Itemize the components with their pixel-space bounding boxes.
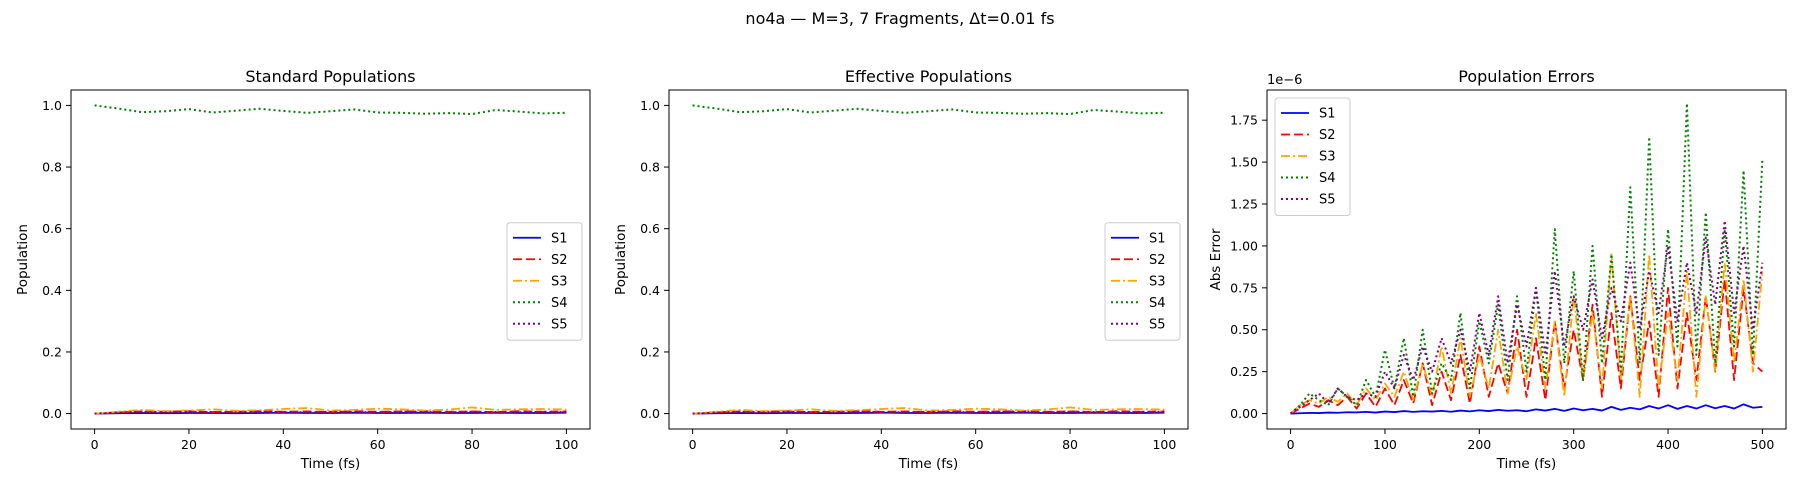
series-line-s3 (1289, 253, 1764, 415)
legend-label-s4: S4 (1319, 171, 1336, 186)
y-tick-label: 0.8 (42, 160, 62, 175)
series-line-s1 (94, 411, 567, 415)
series-line-s5 (1290, 219, 1764, 415)
x-tick-label: 100 (1373, 437, 1397, 452)
series-line-s1 (1290, 403, 1763, 415)
x-tick-label: 500 (1750, 437, 1774, 452)
axis-offset-text: 1e−6 (1267, 73, 1302, 88)
series-group (692, 104, 1165, 415)
panel-2: Effective Populations 0 20 40 60 80 100 0.0 0.2 0… (613, 67, 1189, 472)
x-axis-label: Time (fs) (300, 456, 361, 472)
x-axis-label: Time (fs) (898, 456, 959, 472)
x-tick-label: 40 (275, 437, 291, 452)
x-tick-label: 400 (1656, 437, 1680, 452)
series-line-s5 (692, 410, 1165, 415)
y-tick-label: 0.0 (42, 406, 62, 421)
legend: S1 S2 S3 S4 S5 (1104, 222, 1181, 341)
plot-frame (70, 89, 591, 430)
series-line-s4 (692, 104, 1165, 116)
y-tick-label: 0.8 (640, 160, 660, 175)
x-tick-label: 200 (1467, 437, 1491, 452)
legend: S1 S2 S3 S4 S5 (506, 222, 583, 341)
plot-frame (668, 89, 1189, 430)
y-tick-label: 1.75 (1230, 113, 1258, 128)
legend-label-s5: S5 (1149, 317, 1166, 332)
legend-label-s3: S3 (1319, 150, 1336, 165)
y-tick-label: 0.2 (42, 344, 62, 359)
legend-label-s2: S2 (1319, 128, 1336, 143)
y-tick-label: 0.50 (1230, 322, 1258, 337)
y-tick-label: 1.50 (1230, 155, 1258, 170)
legend-label-s2: S2 (551, 253, 568, 268)
y-tick-label: 0.6 (42, 221, 62, 236)
legend-label-s5: S5 (1319, 193, 1336, 208)
x-tick-label: 80 (464, 437, 480, 452)
legend-label-s1: S1 (1149, 231, 1166, 246)
panel-title: Effective Populations (845, 67, 1012, 86)
legend-label-s4: S4 (1149, 296, 1166, 311)
x-tick-label: 80 (1062, 437, 1078, 452)
panel-1: Standard Populations 0 20 40 60 80 100 0.0 0.2 0.… (15, 67, 591, 472)
legend-frame (1274, 97, 1351, 216)
x-tick-label: 300 (1562, 437, 1586, 452)
y-tick-label: 0.4 (640, 283, 660, 298)
y-axis-label: Abs Error (1208, 228, 1224, 290)
y-tick-label: 0.0 (640, 406, 660, 421)
x-tick-label: 0 (1287, 437, 1295, 452)
series-line-s3 (692, 406, 1165, 415)
series-line-s4 (1289, 102, 1764, 415)
legend-label-s2: S2 (1149, 253, 1166, 268)
x-tick-label: 0 (689, 437, 697, 452)
y-axis-label: Population (15, 224, 31, 295)
y-tick-label: 0.6 (640, 221, 660, 236)
x-tick-label: 60 (968, 437, 984, 452)
plot-frame (1266, 89, 1787, 430)
y-tick-label: 1.00 (1230, 238, 1258, 253)
x-tick-label: 20 (779, 437, 795, 452)
panel-title: Standard Populations (245, 67, 415, 86)
x-tick-label: 40 (873, 437, 889, 452)
figure-suptitle: no4a — M=3, 7 Fragments, Δt=0.01 fs (745, 9, 1054, 28)
series-group (94, 104, 567, 415)
x-tick-label: 20 (181, 437, 197, 452)
y-tick-label: 1.0 (42, 98, 62, 113)
x-tick-label: 0 (91, 437, 99, 452)
y-tick-label: 1.25 (1230, 197, 1258, 212)
y-tick-label: 0.25 (1230, 364, 1258, 379)
legend-label-s1: S1 (1319, 107, 1336, 122)
y-tick-label: 1.0 (640, 98, 660, 113)
y-tick-label: 0.4 (42, 283, 62, 298)
y-tick-label: 0.2 (640, 344, 660, 359)
legend-frame (506, 222, 583, 341)
legend-label-s3: S3 (551, 274, 568, 289)
x-tick-label: 100 (554, 437, 578, 452)
x-tick-label: 100 (1152, 437, 1176, 452)
legend-label-s1: S1 (551, 231, 568, 246)
legend-label-s3: S3 (1149, 274, 1166, 289)
y-tick-label: 0.00 (1230, 406, 1258, 421)
panel-title: Population Errors (1458, 67, 1594, 86)
legend: S1 S2 S3 S4 S5 (1274, 97, 1351, 216)
series-group (1289, 102, 1764, 415)
series-line-s1 (692, 411, 1165, 415)
legend-label-s5: S5 (551, 317, 568, 332)
x-axis-label: Time (fs) (1496, 456, 1557, 472)
series-line-s3 (94, 406, 567, 415)
series-line-s2 (1290, 278, 1764, 415)
panel-3: Population Errors 0 100 200 300 400 500 0.00 0.2… (1208, 67, 1787, 472)
series-line-s5 (94, 410, 567, 415)
legend-label-s4: S4 (551, 296, 568, 311)
x-tick-label: 60 (370, 437, 386, 452)
y-axis-label: Population (613, 224, 629, 295)
y-tick-label: 0.75 (1230, 280, 1258, 295)
series-line-s4 (94, 104, 567, 116)
legend-frame (1104, 222, 1181, 341)
